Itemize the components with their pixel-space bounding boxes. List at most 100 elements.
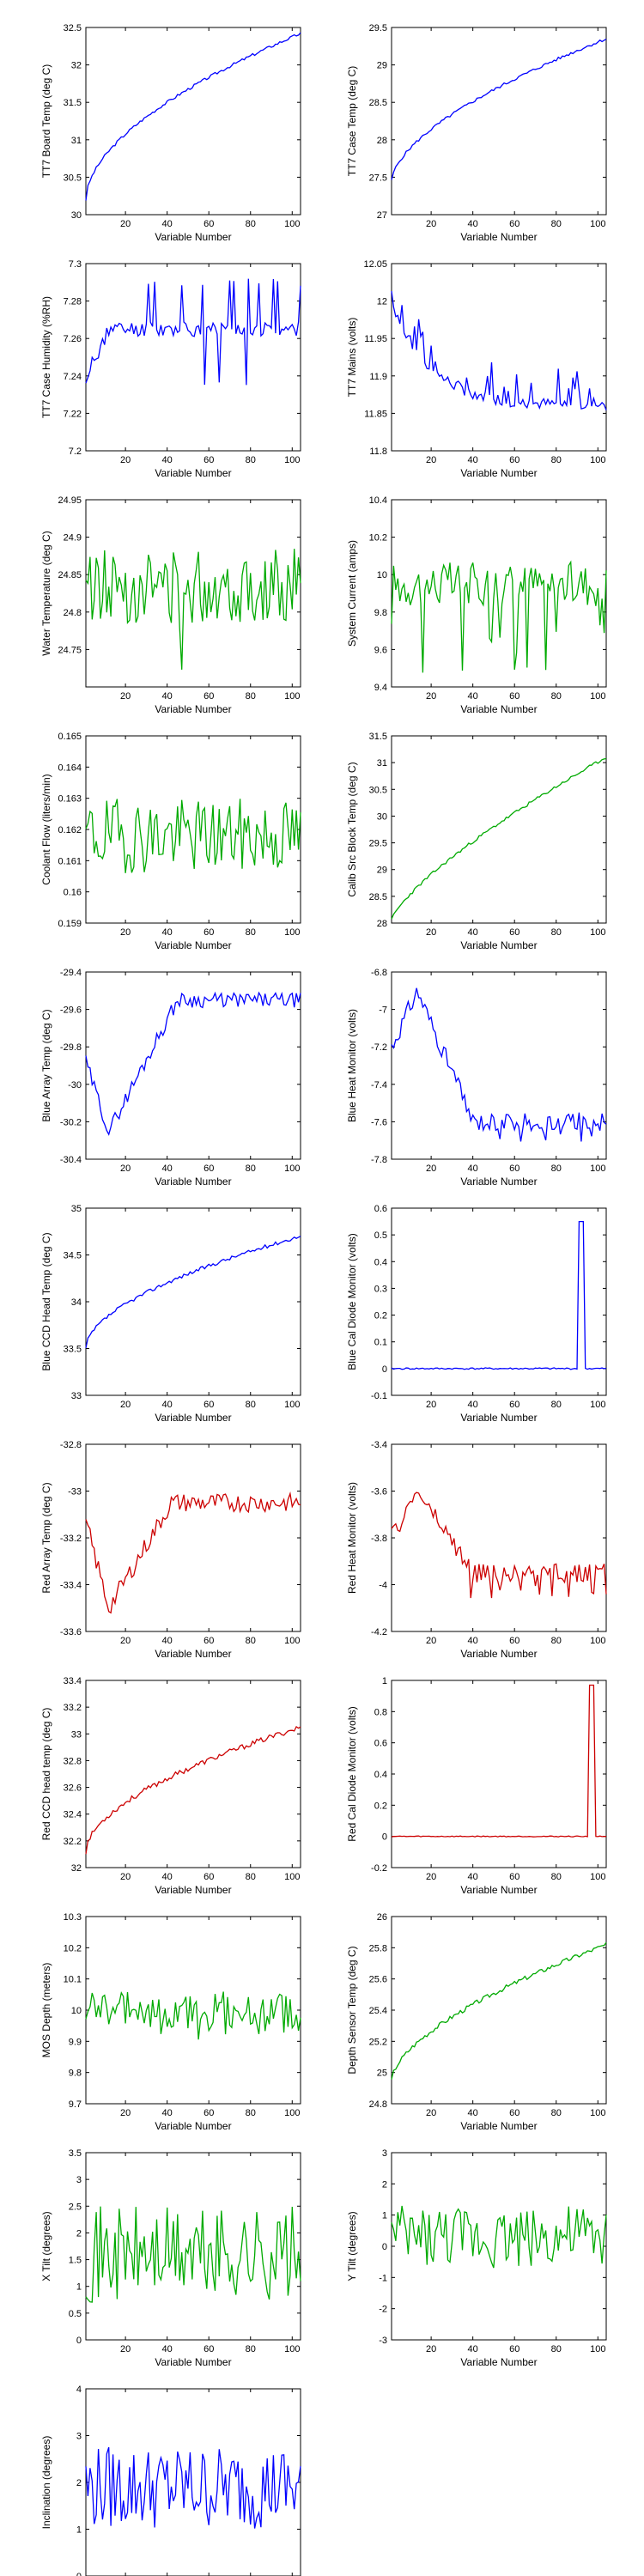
series-line (391, 560, 607, 673)
y-axis-label: Calib Src Block Temp (deg C) (346, 762, 358, 896)
y-tick-label: 1 (76, 2525, 82, 2536)
x-tick-label: 100 (590, 1636, 605, 1646)
y-tick-label: 0 (76, 2336, 82, 2346)
y-axis-label: Red Cal Diode Monitor (volts) (346, 1706, 358, 1841)
y-tick-label: 1.5 (69, 2256, 82, 2266)
x-axis-label: Variable Number (155, 939, 231, 951)
x-tick-label: 100 (590, 2108, 605, 2118)
y-tick-label: 11.95 (364, 334, 387, 344)
y-tick-label: 28 (377, 136, 387, 146)
y-tick-label: 25 (377, 2069, 387, 2079)
y-tick-label: 30.5 (64, 173, 82, 183)
x-tick-label: 60 (509, 219, 519, 229)
x-tick-label: 80 (551, 219, 562, 229)
x-tick-label: 80 (246, 2108, 256, 2118)
y-tick-label: 0.165 (58, 732, 82, 742)
y-tick-label: -33.4 (60, 1581, 82, 1591)
x-tick-label: 40 (162, 1163, 173, 1174)
x-axis-label: Variable Number (460, 2356, 537, 2368)
x-tick-label: 20 (120, 1163, 131, 1174)
series-line (85, 991, 301, 1136)
chart-system-current: 20 40 60 80 100 9.4 9.6 9.8 10 10.2 10.4 Variable N… (346, 495, 607, 715)
y-tick-label: 25.4 (369, 2006, 387, 2016)
y-tick-label: 33 (71, 1391, 82, 1401)
x-tick-label: 60 (204, 1872, 214, 1882)
series-line (391, 757, 607, 920)
y-tick-label: -29.8 (60, 1042, 82, 1053)
y-tick-label: 10.1 (64, 1975, 82, 1985)
x-tick-label: 20 (120, 1400, 131, 1410)
y-tick-label: -30 (68, 1080, 82, 1091)
y-tick-label: 33 (71, 1729, 82, 1740)
y-tick-label: -4 (379, 1581, 387, 1591)
series-line (85, 32, 301, 201)
x-axis-label: Variable Number (155, 2356, 231, 2368)
y-tick-label: -3.8 (371, 1534, 387, 1544)
x-tick-label: 60 (509, 927, 519, 938)
y-tick-label: 0.2 (374, 1311, 387, 1321)
x-tick-label: 40 (162, 1636, 173, 1646)
x-tick-label: 20 (426, 1163, 436, 1174)
y-tick-label: 0.161 (58, 856, 82, 866)
chart-tt7-case-temp: 20 40 60 80 100 27 27.5 28 28.5 29 29.5 Variable Nu… (346, 23, 607, 243)
y-axis-label: Y Tilt (degrees) (346, 2211, 358, 2281)
y-tick-label: -7 (379, 1005, 387, 1016)
y-tick-label: -7.4 (371, 1080, 387, 1091)
x-tick-label: 40 (468, 927, 478, 938)
x-tick-label: 40 (162, 1872, 173, 1882)
plot-frame (391, 735, 607, 924)
x-tick-label: 100 (590, 927, 605, 938)
y-axis-label: Blue Cal Diode Monitor (volts) (346, 1233, 358, 1370)
y-tick-label: -29.6 (60, 1005, 82, 1016)
y-axis-label: X Tilt (degrees) (40, 2211, 52, 2281)
x-tick-label: 80 (246, 927, 256, 938)
x-tick-label: 80 (246, 1872, 256, 1882)
x-tick-label: 20 (426, 927, 436, 938)
x-tick-label: 40 (468, 455, 478, 465)
y-tick-label: 7.24 (64, 372, 82, 382)
y-tick-label: 0 (76, 2572, 82, 2576)
x-tick-label: 60 (509, 1872, 519, 1882)
series-line (85, 2206, 301, 2303)
y-tick-label: 10.2 (64, 1943, 82, 1953)
y-tick-label: 0.164 (58, 762, 82, 773)
x-tick-label: 100 (590, 691, 605, 702)
x-tick-label: 40 (162, 927, 173, 938)
x-tick-label: 40 (468, 2344, 478, 2354)
x-tick-label: 80 (246, 1400, 256, 1410)
x-tick-label: 80 (551, 1636, 562, 1646)
y-tick-label: 0.3 (374, 1284, 387, 1294)
y-axis-label: Inclination (degrees) (40, 2436, 52, 2530)
x-tick-label: 40 (468, 2108, 478, 2118)
x-tick-label: 80 (246, 1163, 256, 1174)
y-tick-label: 10.2 (369, 533, 387, 544)
x-tick-label: 40 (468, 1872, 478, 1882)
x-tick-label: 100 (590, 1163, 605, 1174)
y-tick-label: 30 (377, 811, 387, 822)
x-tick-label: 100 (284, 2108, 300, 2118)
y-tick-label: 1 (382, 2211, 387, 2221)
x-tick-label: 40 (468, 691, 478, 702)
series-line (391, 291, 607, 410)
y-axis-label: TT7 Case Humidity (%RH) (40, 296, 52, 418)
x-tick-label: 80 (551, 927, 562, 938)
series-line (85, 799, 301, 873)
x-axis-label: Variable Number (460, 939, 537, 951)
x-axis-label: Variable Number (155, 1884, 231, 1896)
x-tick-label: 100 (284, 2344, 300, 2354)
series-line (391, 38, 607, 180)
y-tick-label: 0.1 (374, 1338, 387, 1348)
x-tick-label: 60 (509, 691, 519, 702)
x-tick-label: 80 (551, 2344, 562, 2354)
plot-frame (85, 735, 301, 924)
y-axis-label: Blue Heat Monitor (volts) (346, 1009, 358, 1122)
y-tick-label: 11.8 (369, 447, 387, 457)
x-tick-label: 60 (204, 1636, 214, 1646)
x-tick-label: 40 (468, 1400, 478, 1410)
x-axis-label: Variable Number (460, 1176, 537, 1188)
y-tick-label: -2 (379, 2305, 387, 2315)
y-tick-label: -33.2 (60, 1534, 82, 1544)
y-tick-label: -30.2 (60, 1117, 82, 1127)
y-tick-label: 9.8 (374, 608, 387, 618)
chart-red-heat-monitor: 20 40 60 80 100 -4.2 -4 -3.8 -3.6 -3.4 Variable Nu… (346, 1440, 607, 1660)
